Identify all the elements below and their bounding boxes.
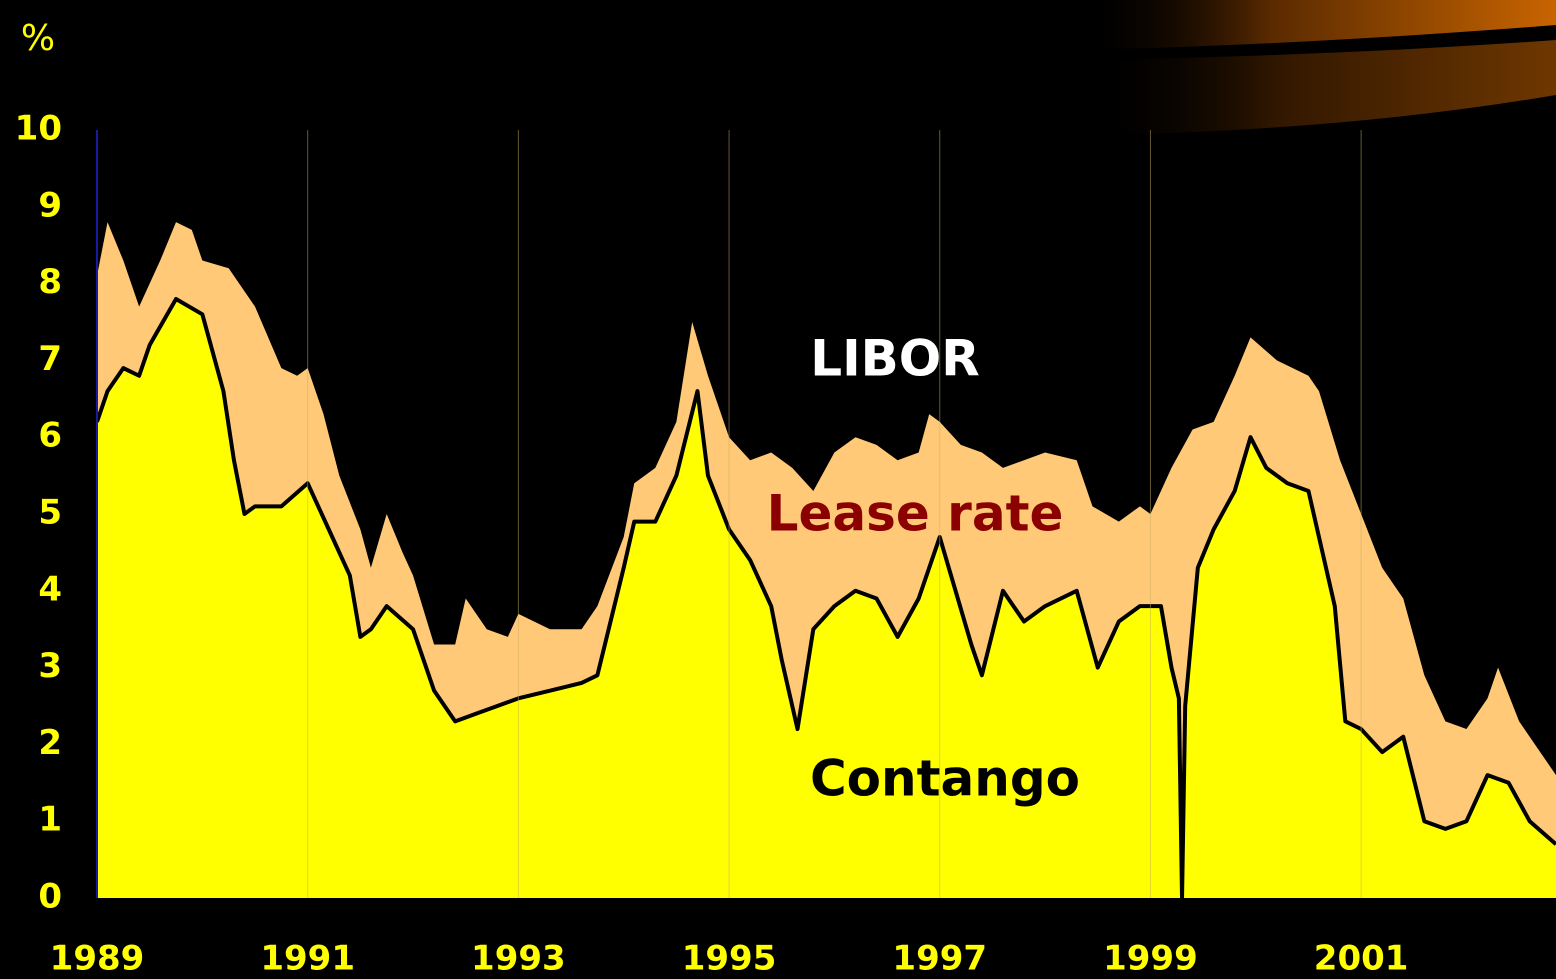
y-tick-label: 5 [38, 493, 62, 533]
y-tick-label: 9 [38, 185, 62, 225]
x-tick-label: 1993 [471, 939, 566, 979]
series-label: Contango [810, 750, 1080, 808]
y-unit-label: % [21, 18, 55, 59]
y-tick-label: 3 [38, 646, 62, 686]
y-tick-label: 8 [38, 262, 62, 302]
series-label: LIBOR [810, 330, 980, 388]
y-tick-label: 7 [38, 339, 62, 379]
y-tick-label: 4 [38, 569, 62, 609]
decor-swoosh [1080, 0, 1556, 50]
y-tick-label: 6 [38, 416, 62, 456]
x-tick-label: 1991 [260, 939, 355, 979]
x-tick-label: 1989 [50, 939, 145, 979]
x-tick-label: 1995 [682, 939, 777, 979]
decor-swoosh [1090, 40, 1556, 135]
y-tick-label: 0 [38, 877, 62, 917]
y-tick-label: 1 [38, 800, 62, 840]
x-tick-label: 1997 [892, 939, 987, 979]
annotation: Lease rate [767, 485, 1064, 543]
x-tick-label: 2001 [1314, 939, 1409, 979]
x-tick-label: 1999 [1103, 939, 1198, 979]
line [95, 296, 1556, 900]
area [97, 298, 1556, 899]
y-tick-label: 10 [15, 109, 62, 149]
y-tick-label: 2 [38, 723, 62, 763]
